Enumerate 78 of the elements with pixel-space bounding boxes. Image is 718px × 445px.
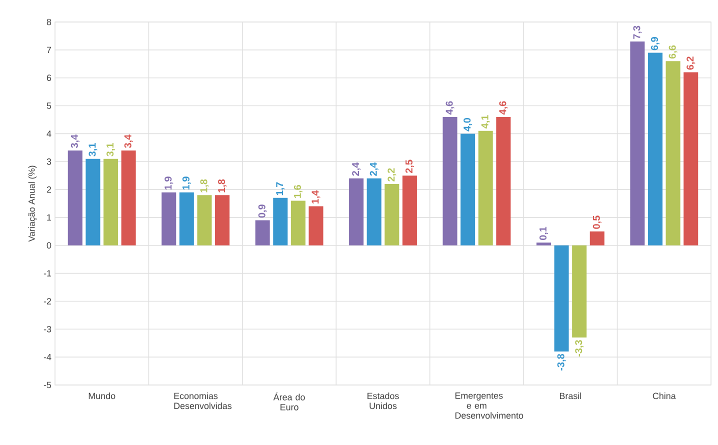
bar bbox=[536, 242, 551, 246]
bar bbox=[273, 198, 288, 246]
data-label: 2,5 bbox=[405, 160, 414, 174]
y-tick-label: 3 bbox=[46, 158, 52, 165]
y-tick-label: 2 bbox=[46, 186, 52, 193]
y-tick-label: 6 bbox=[46, 74, 52, 82]
x-tick-label: Área do Euro bbox=[273, 392, 305, 410]
data-label: 6,2 bbox=[686, 56, 696, 70]
y-tick-label: 7 bbox=[46, 46, 52, 54]
bar bbox=[255, 220, 270, 246]
data-label: 1,4 bbox=[312, 190, 320, 204]
data-label: 3,1 bbox=[88, 143, 98, 156]
data-label: 1,9 bbox=[164, 176, 174, 190]
data-label: 1,7 bbox=[276, 182, 285, 196]
bar bbox=[366, 178, 382, 246]
bar bbox=[121, 150, 136, 246]
data-label: 6,9 bbox=[650, 37, 660, 50]
y-tick-label: -5 bbox=[44, 382, 52, 388]
x-tick-label: Estados Unidos bbox=[368, 392, 399, 410]
bar bbox=[290, 200, 306, 246]
data-label: 2,4 bbox=[370, 162, 378, 176]
bar bbox=[554, 245, 569, 352]
data-label: 3,4 bbox=[70, 134, 80, 148]
y-tick-label: -4 bbox=[44, 354, 52, 360]
data-label: 4,1 bbox=[481, 115, 490, 129]
bar bbox=[572, 245, 587, 338]
bar bbox=[384, 184, 400, 246]
data-label: 1,9 bbox=[182, 176, 191, 190]
data-label: -3,3 bbox=[575, 340, 584, 357]
bar bbox=[460, 134, 476, 246]
data-label: 0,9 bbox=[258, 204, 267, 218]
bar bbox=[478, 130, 493, 246]
bar bbox=[402, 176, 417, 246]
data-label: 3,1 bbox=[106, 143, 116, 156]
bar bbox=[630, 42, 645, 246]
x-tick-label: Mundo bbox=[88, 392, 116, 400]
data-label: 3,4 bbox=[124, 134, 133, 148]
bar bbox=[349, 178, 364, 246]
y-tick-label: 8 bbox=[46, 18, 52, 26]
x-tick-label: China bbox=[652, 392, 676, 400]
y-tick-label: -1 bbox=[44, 270, 52, 276]
bar bbox=[68, 150, 82, 246]
y-tick-label: 5 bbox=[46, 102, 52, 109]
y-tick-label: 1 bbox=[47, 214, 52, 221]
x-tick-label: Economias Desenvolvidas bbox=[174, 392, 232, 410]
bar bbox=[308, 206, 324, 246]
bar bbox=[684, 72, 698, 246]
data-label: 0,5 bbox=[592, 216, 602, 229]
bar bbox=[197, 195, 212, 246]
y-tick-label: -3 bbox=[44, 326, 52, 332]
bar bbox=[103, 158, 118, 246]
bar bbox=[590, 231, 604, 246]
x-tick-label: Brasil bbox=[560, 392, 582, 400]
data-label: 4,6 bbox=[446, 101, 454, 115]
y-tick-label: 4 bbox=[46, 130, 52, 137]
bar bbox=[442, 116, 458, 246]
data-label: 7,3 bbox=[633, 26, 642, 39]
data-label: 1,8 bbox=[200, 179, 209, 192]
y-tick-label: 0 bbox=[46, 242, 52, 249]
bar bbox=[496, 116, 511, 246]
data-label: 2,2 bbox=[388, 168, 396, 182]
bar bbox=[162, 192, 176, 246]
data-label: 2,4 bbox=[352, 162, 361, 176]
data-label: 6,6 bbox=[668, 45, 678, 59]
y-tick-label: -2 bbox=[44, 298, 52, 304]
data-label: -3,8 bbox=[557, 354, 566, 370]
bar bbox=[666, 61, 680, 246]
data-label: 4,0 bbox=[464, 118, 472, 132]
bar bbox=[179, 192, 194, 246]
y-axis-title: Variação Anual (%) bbox=[28, 166, 37, 242]
data-label: 0,1 bbox=[539, 226, 548, 240]
data-label: 1,6 bbox=[294, 185, 302, 198]
data-label: 1,8 bbox=[218, 179, 227, 192]
bar bbox=[215, 195, 230, 246]
data-label: 4,6 bbox=[499, 101, 508, 115]
bar bbox=[648, 52, 662, 246]
bar bbox=[86, 158, 100, 246]
x-tick-label: Emergentes e em Desenvolvimento bbox=[455, 392, 524, 419]
